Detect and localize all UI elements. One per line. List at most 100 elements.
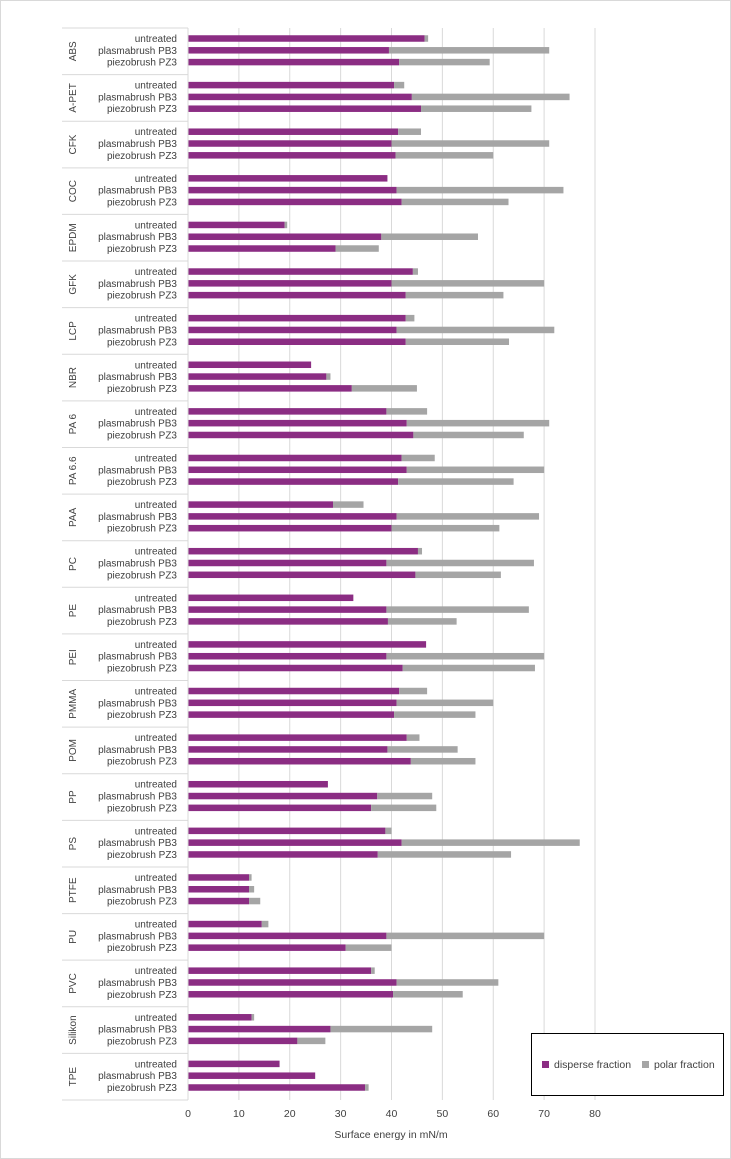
bar-polar — [386, 932, 545, 940]
bar-polar — [395, 152, 494, 159]
bar-disperse — [188, 559, 387, 567]
bar-disperse — [188, 81, 395, 89]
x-tick-label: 20 — [284, 1108, 296, 1120]
treatment-label: piezobrush PZ3 — [107, 943, 177, 954]
bar-polar — [391, 280, 545, 287]
bar-disperse — [188, 513, 397, 520]
treatment-label: plasmabrush PB3 — [98, 652, 177, 663]
bar-disperse — [188, 373, 327, 380]
bar-polar — [421, 105, 532, 112]
treatment-label: plasmabrush PB3 — [98, 1025, 177, 1036]
bar-polar — [391, 140, 550, 147]
bar-polar — [387, 618, 457, 625]
bar-disperse — [188, 431, 414, 439]
bar-disperse — [188, 606, 387, 613]
bar-disperse — [188, 408, 387, 415]
material-label: NBR — [68, 367, 79, 388]
bar-disperse — [188, 664, 403, 672]
treatment-label: piezobrush PZ3 — [107, 337, 177, 348]
treatment-label: plasmabrush PB3 — [98, 605, 177, 616]
legend-label-disperse: disperse fraction — [554, 1059, 632, 1071]
bar-polar — [335, 245, 379, 252]
bar-polar — [415, 571, 501, 579]
bar-polar — [402, 664, 535, 672]
bar-disperse — [188, 547, 418, 555]
treatment-label: untreated — [135, 966, 177, 977]
bar-disperse — [188, 920, 262, 928]
treatment-label: piezobrush PZ3 — [107, 477, 177, 488]
x-tick-label: 0 — [185, 1108, 191, 1120]
treatment-label: plasmabrush PB3 — [98, 745, 177, 756]
bar-polar — [398, 128, 422, 135]
treatment-label: plasmabrush PB3 — [98, 92, 177, 103]
material-label: GFK — [68, 274, 79, 295]
material-label: Silikon — [68, 1015, 79, 1044]
bar-polar — [385, 827, 392, 835]
treatment-label: untreated — [135, 500, 177, 511]
treatment-label: untreated — [135, 687, 177, 698]
bar-polar — [332, 501, 364, 508]
bar-polar — [401, 839, 580, 846]
bar-disperse — [188, 466, 407, 474]
treatment-label: untreated — [135, 780, 177, 791]
bar-polar — [377, 851, 512, 858]
bar-polar — [401, 198, 509, 206]
treatment-label: untreated — [135, 593, 177, 604]
treatment-label: piezobrush PZ3 — [107, 291, 177, 302]
bar-polar — [417, 547, 423, 555]
material-label: PP — [68, 790, 79, 804]
treatment-label: plasmabrush PB3 — [98, 512, 177, 523]
treatment-label: piezobrush PZ3 — [107, 757, 177, 768]
bar-disperse — [188, 944, 346, 951]
bar-disperse — [188, 746, 388, 753]
treatment-label: plasmabrush PB3 — [98, 931, 177, 942]
bar-disperse — [188, 839, 402, 846]
material-label: ABS — [68, 41, 79, 61]
bar-polar — [396, 326, 555, 334]
treatment-label: untreated — [135, 1013, 177, 1024]
material-label: PC — [68, 557, 79, 571]
bar-disperse — [188, 93, 412, 101]
bar-polar — [249, 886, 255, 893]
bar-disperse — [188, 198, 402, 206]
treatment-label: untreated — [135, 407, 177, 418]
bar-polar — [386, 408, 428, 415]
bar-polar — [386, 652, 545, 660]
treatment-label: piezobrush PZ3 — [107, 1083, 177, 1094]
legend-entry-disperse: disperse fraction — [542, 1059, 631, 1071]
treatment-label: piezobrush PZ3 — [107, 710, 177, 721]
bar-disperse — [188, 618, 388, 625]
bar-disperse — [188, 245, 336, 252]
bar-disperse — [188, 338, 406, 346]
treatment-label: piezobrush PZ3 — [107, 197, 177, 208]
bar-disperse — [188, 827, 386, 835]
bar-polar — [330, 1025, 433, 1033]
bar-disperse — [188, 594, 354, 602]
bar-disperse — [188, 967, 372, 974]
treatment-label: untreated — [135, 547, 177, 558]
treatment-label: plasmabrush PB3 — [98, 419, 177, 430]
treatment-label: plasmabrush PB3 — [98, 139, 177, 150]
bar-disperse — [188, 233, 382, 240]
bar-polar — [386, 559, 534, 567]
bar-polar — [399, 687, 428, 695]
treatment-label: plasmabrush PB3 — [98, 558, 177, 569]
bar-disperse — [188, 221, 285, 229]
bar-disperse — [188, 699, 397, 707]
material-label: PA 6.6 — [68, 456, 79, 485]
bar-disperse — [188, 792, 378, 800]
bar-disperse — [188, 326, 397, 334]
treatment-label: piezobrush PZ3 — [107, 850, 177, 861]
bar-polar — [388, 47, 550, 54]
treatment-label: untreated — [135, 453, 177, 464]
material-label: EPDM — [68, 223, 79, 252]
bar-polar — [405, 314, 415, 322]
legend: disperse fraction polar fraction — [531, 1033, 724, 1096]
legend-swatch-disperse — [542, 1061, 549, 1068]
treatment-label: piezobrush PZ3 — [107, 244, 177, 255]
bar-disperse — [188, 979, 397, 986]
bar-disperse — [188, 478, 399, 485]
treatment-label: plasmabrush PB3 — [98, 279, 177, 290]
treatment-label: piezobrush PZ3 — [107, 990, 177, 1001]
material-label: PVC — [68, 973, 79, 994]
